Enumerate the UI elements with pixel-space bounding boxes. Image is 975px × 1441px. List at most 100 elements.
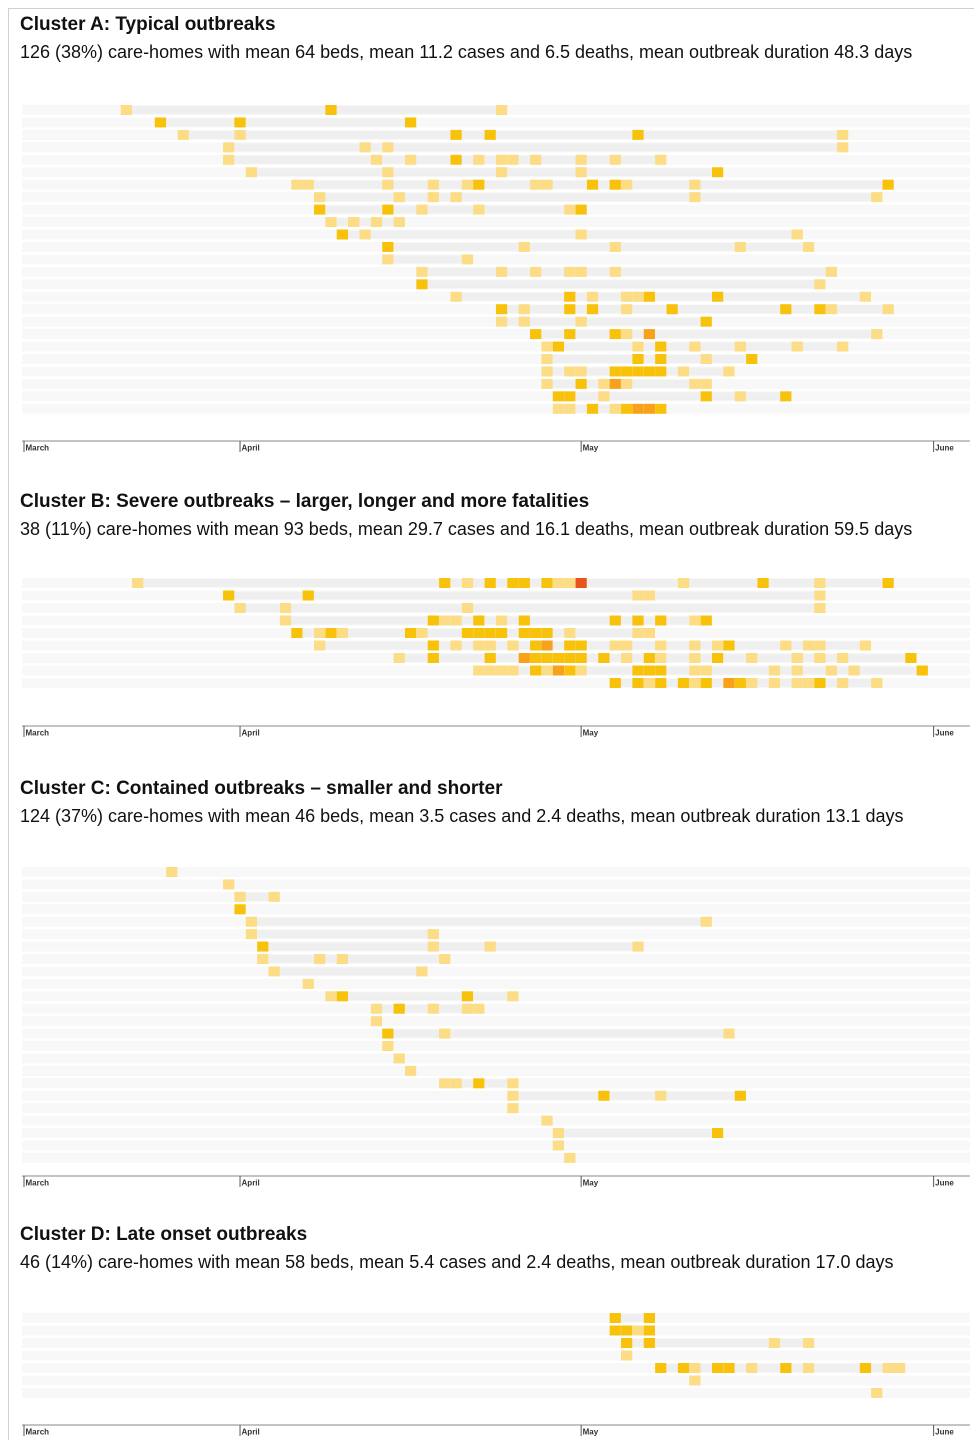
day-cell (439, 954, 451, 965)
row-stripe (22, 378, 970, 389)
day-cell (245, 167, 258, 178)
row-stripe (22, 1325, 970, 1336)
day-cell (552, 403, 565, 414)
row-stripe (22, 354, 970, 364)
day-cell (711, 167, 724, 178)
x-tick-label: March (26, 1179, 50, 1188)
day-cell (473, 154, 485, 165)
day-cell (473, 615, 485, 626)
day-cell (643, 678, 655, 688)
day-cell (279, 615, 292, 626)
day-cell (450, 192, 462, 203)
day-cell (382, 167, 394, 178)
day-cell (621, 1338, 633, 1348)
day-cell (643, 1313, 655, 1323)
day-cell (427, 653, 439, 663)
outbreak-span (325, 218, 405, 227)
row-stripe (22, 341, 970, 352)
day-cell (609, 266, 621, 277)
day-cell (655, 640, 667, 651)
outbreak-span (393, 654, 917, 662)
day-cell (336, 954, 348, 965)
day-cell (439, 1028, 451, 1039)
day-cell (552, 665, 565, 676)
outbreak-span (314, 193, 883, 202)
day-cell (643, 653, 655, 663)
day-cell (541, 366, 553, 377)
day-cell (552, 578, 565, 588)
day-cell (279, 603, 292, 613)
day-cell (234, 603, 246, 613)
day-cell (609, 678, 621, 688)
row-stripe (22, 978, 970, 989)
day-cell (643, 366, 655, 377)
day-cell (234, 129, 246, 140)
panel-title: Cluster C: Contained outbreaks – smaller… (20, 778, 503, 799)
day-cell (439, 615, 451, 626)
day-cell (541, 378, 553, 389)
day-cell (427, 192, 439, 203)
day-cell (495, 266, 508, 277)
day-cell (655, 366, 667, 377)
x-tick-label: June (935, 444, 954, 453)
x-tick-label: April (242, 1179, 260, 1188)
day-cell (746, 1363, 758, 1373)
day-cell (484, 129, 496, 140)
outbreak-span (120, 106, 508, 114)
outbreak-span (177, 130, 849, 139)
day-cell (689, 653, 701, 663)
day-cell (245, 929, 258, 940)
day-cell (234, 904, 246, 915)
outbreak-span (655, 1364, 906, 1372)
day-cell (564, 403, 576, 414)
day-cell (621, 304, 633, 315)
day-cell (416, 204, 428, 215)
day-cell (393, 217, 405, 228)
day-cell (677, 1363, 690, 1373)
panel-title: Cluster B: Severe outbreaks – larger, lo… (20, 491, 590, 512)
day-cell (484, 628, 496, 638)
row-stripe (22, 1016, 970, 1027)
day-cell (802, 678, 815, 688)
day-cell (609, 1313, 621, 1323)
panel-title: Cluster D: Late onset outbreaks (20, 1224, 308, 1245)
day-cell (655, 341, 667, 352)
outbreak-span (450, 292, 872, 301)
row-stripe (22, 1065, 970, 1076)
day-cell (291, 628, 303, 638)
panel-description: 124 (37%) care-homes with mean 46 beds, … (20, 806, 904, 826)
row-stripe (22, 904, 970, 915)
day-cell (507, 578, 519, 588)
day-cell (586, 304, 599, 315)
day-cell (530, 179, 542, 190)
row-stripe (22, 1350, 970, 1361)
day-cell (518, 628, 530, 638)
day-cell (336, 628, 348, 638)
day-cell (621, 291, 633, 302)
day-cell (632, 590, 644, 601)
day-cell (302, 590, 314, 601)
day-cell (632, 291, 644, 302)
day-cell (518, 653, 530, 663)
day-cell (609, 241, 621, 252)
day-cell (632, 615, 644, 626)
day-cell (461, 578, 474, 588)
day-cell (382, 179, 394, 190)
outbreak-span (245, 168, 724, 177)
day-cell (586, 403, 599, 414)
day-cell (643, 1338, 655, 1348)
day-cell (768, 1338, 781, 1348)
day-cell (734, 678, 746, 688)
day-cell (518, 241, 530, 252)
row-stripe (22, 1313, 970, 1323)
x-tick-label: May (583, 1179, 599, 1188)
day-cell (723, 1028, 735, 1039)
x-tick-label: May (583, 1428, 599, 1437)
day-cell (700, 615, 712, 626)
day-cell (609, 1325, 621, 1336)
row-stripe (22, 1140, 970, 1151)
day-cell (825, 304, 837, 315)
day-cell (791, 665, 803, 676)
day-cell (711, 291, 724, 302)
day-cell (120, 105, 132, 115)
